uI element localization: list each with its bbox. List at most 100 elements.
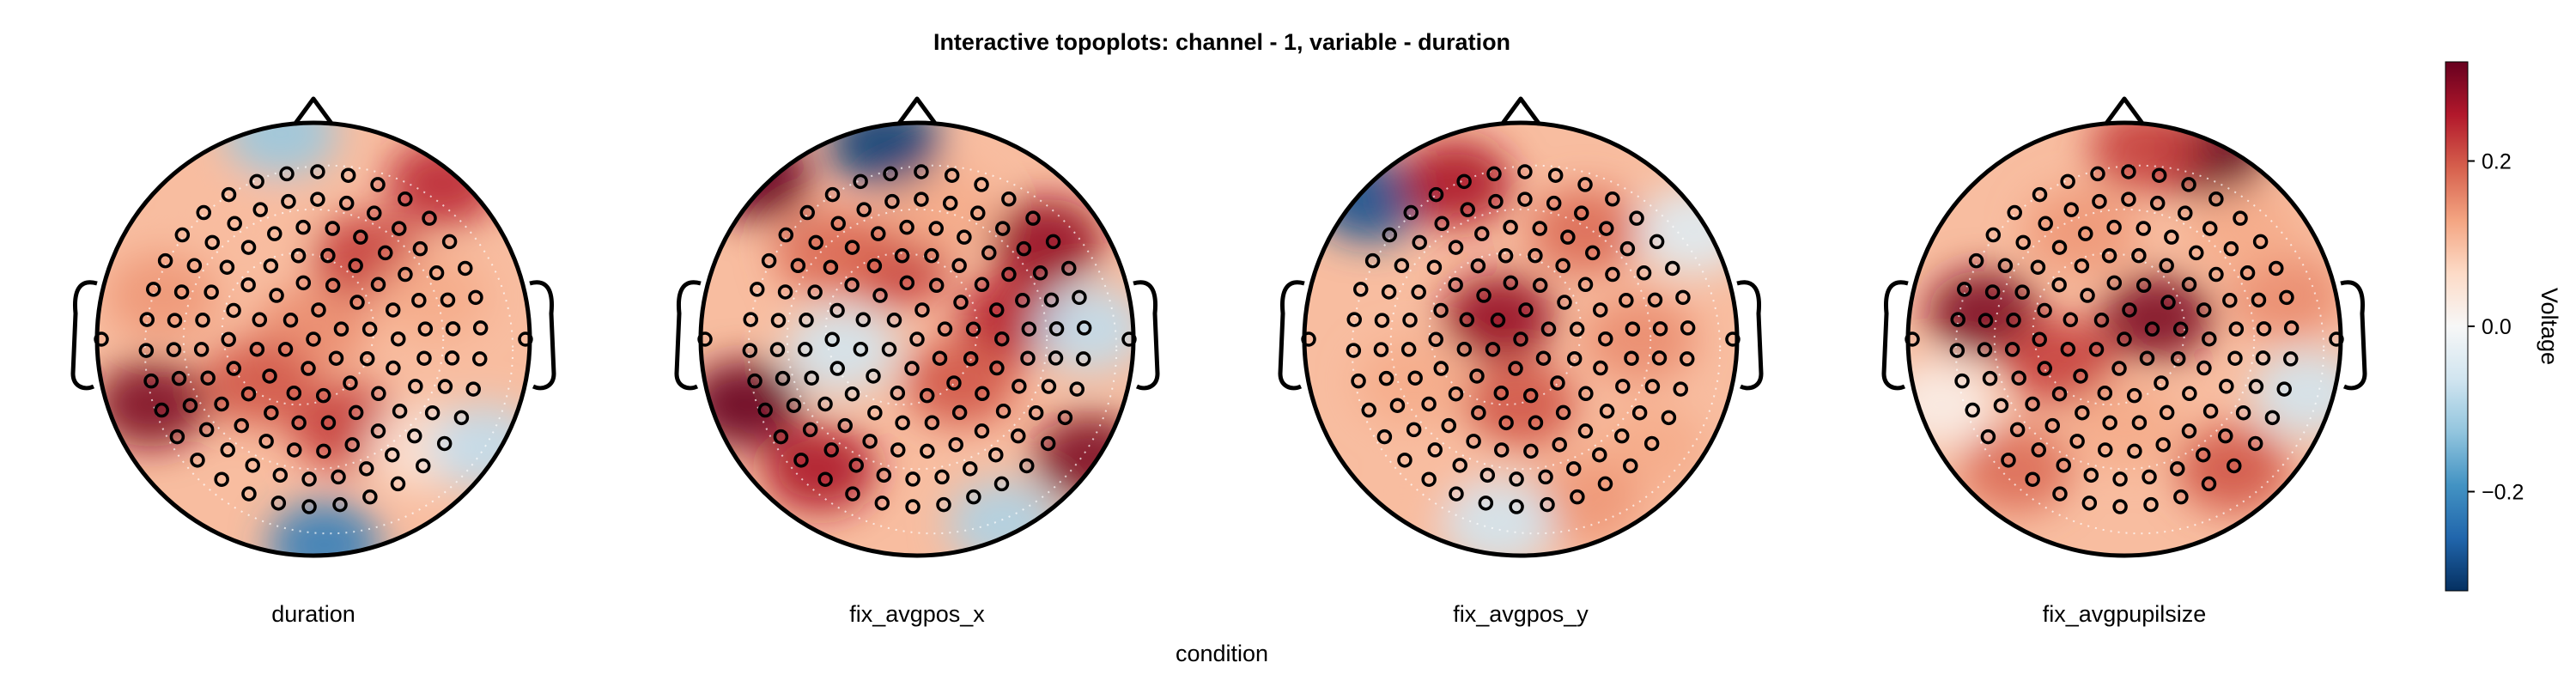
electrode-marker[interactable]	[436, 435, 453, 452]
electrode-marker[interactable]	[1614, 428, 1630, 444]
electrode-marker[interactable]	[1376, 429, 1393, 445]
electrode-marker[interactable]	[166, 342, 182, 357]
electrode-marker[interactable]	[966, 489, 981, 505]
electrode-marker[interactable]	[1592, 447, 1607, 463]
electrode-marker[interactable]	[1397, 453, 1413, 468]
electrode-marker[interactable]	[2126, 387, 2142, 404]
electrode-marker[interactable]	[437, 379, 453, 394]
electrode-marker[interactable]	[1498, 248, 1514, 264]
electrode-marker[interactable]	[1448, 240, 1464, 255]
electrode-marker[interactable]	[1460, 202, 1475, 217]
electrode-marker[interactable]	[2122, 302, 2137, 318]
electrode-marker[interactable]	[994, 331, 1010, 347]
electrode-marker[interactable]	[2159, 258, 2174, 274]
electrode-marker[interactable]	[2154, 375, 2169, 391]
electrode-marker[interactable]	[2009, 422, 2026, 438]
electrode-marker[interactable]	[905, 471, 920, 487]
electrode-marker[interactable]	[1643, 435, 1660, 452]
electrode-marker[interactable]	[1673, 381, 1688, 397]
electrode-marker[interactable]	[1412, 234, 1427, 251]
electrode-marker[interactable]	[1598, 331, 1613, 347]
electrode-marker[interactable]	[240, 240, 257, 255]
electrode-marker[interactable]	[1449, 486, 1464, 502]
electrode-marker[interactable]	[837, 417, 853, 434]
electrode-marker[interactable]	[320, 247, 336, 264]
electrode-marker[interactable]	[1069, 381, 1084, 397]
electrode-marker[interactable]	[2073, 368, 2088, 384]
electrode-marker[interactable]	[2052, 486, 2068, 502]
electrode-marker[interactable]	[2088, 342, 2105, 357]
electrode-marker[interactable]	[171, 370, 187, 386]
electrode-marker[interactable]	[2121, 164, 2136, 179]
electrode-marker[interactable]	[391, 331, 406, 347]
electrode-marker[interactable]	[2228, 321, 2245, 337]
electrode-marker[interactable]	[1982, 370, 1998, 386]
electrode-marker[interactable]	[1361, 402, 1376, 418]
electrode-marker[interactable]	[146, 282, 161, 297]
electrode-marker[interactable]	[390, 476, 406, 492]
electrode-marker[interactable]	[328, 350, 344, 366]
electrode-marker[interactable]	[1577, 277, 1594, 293]
electrode-marker[interactable]	[883, 166, 898, 182]
electrode-marker[interactable]	[747, 373, 762, 389]
electrode-marker[interactable]	[2139, 350, 2155, 366]
electrode-marker[interactable]	[1048, 350, 1064, 366]
electrode-marker[interactable]	[804, 370, 819, 386]
electrode-marker[interactable]	[924, 415, 940, 430]
electrode-marker[interactable]	[1680, 320, 1696, 336]
electrode-marker[interactable]	[2112, 499, 2128, 514]
electrode-marker[interactable]	[270, 495, 287, 511]
electrode-marker[interactable]	[2032, 331, 2047, 348]
electrode-marker[interactable]	[2037, 361, 2053, 376]
electrode-marker[interactable]	[2143, 496, 2159, 513]
electrode-marker[interactable]	[263, 258, 279, 274]
electrode-marker[interactable]	[2025, 396, 2040, 412]
electrode-marker[interactable]	[807, 284, 823, 300]
electrode-marker[interactable]	[2159, 404, 2175, 421]
electrode-marker[interactable]	[742, 343, 758, 358]
electrode-marker[interactable]	[824, 186, 841, 203]
electrode-marker[interactable]	[920, 443, 935, 459]
electrode-marker[interactable]	[823, 259, 839, 275]
electrode-marker[interactable]	[370, 277, 386, 293]
electrode-marker[interactable]	[934, 469, 950, 485]
electrode-marker[interactable]	[1644, 379, 1661, 394]
electrode-marker[interactable]	[1041, 379, 1057, 394]
electrode-marker[interactable]	[301, 471, 317, 487]
electrode-marker[interactable]	[2208, 266, 2224, 283]
electrode-marker[interactable]	[853, 173, 868, 190]
electrode-marker[interactable]	[2218, 428, 2233, 444]
electrode-marker[interactable]	[245, 458, 260, 473]
electrode-marker[interactable]	[2032, 186, 2048, 203]
electrode-marker[interactable]	[1488, 193, 1504, 210]
electrode-marker[interactable]	[1968, 252, 1984, 269]
electrode-marker[interactable]	[2170, 461, 2185, 477]
electrode-marker[interactable]	[287, 442, 302, 458]
electrode-marker[interactable]	[1478, 495, 1494, 511]
electrode-marker[interactable]	[2044, 417, 2060, 434]
electrode-marker[interactable]	[2078, 226, 2093, 241]
electrode-marker[interactable]	[1661, 410, 1677, 426]
electrode-marker[interactable]	[871, 226, 886, 241]
electrode-marker[interactable]	[1406, 422, 1422, 438]
electrode-marker[interactable]	[1557, 295, 1572, 310]
electrode-marker[interactable]	[1592, 302, 1608, 318]
electrode-marker[interactable]	[2182, 386, 2197, 402]
electrode-marker[interactable]	[2202, 404, 2219, 419]
electrode-marker[interactable]	[855, 312, 872, 328]
electrode-marker[interactable]	[799, 204, 815, 221]
electrode-marker[interactable]	[186, 258, 203, 274]
electrode-marker[interactable]	[1980, 429, 1996, 445]
electrode-marker[interactable]	[385, 447, 400, 463]
electrode-marker[interactable]	[1523, 443, 1539, 459]
electrode-marker[interactable]	[1476, 288, 1492, 303]
electrode-marker[interactable]	[2106, 219, 2122, 235]
electrode-marker[interactable]	[844, 277, 860, 293]
electrode-marker[interactable]	[320, 415, 337, 430]
electrode-marker[interactable]	[279, 166, 295, 182]
electrode-marker[interactable]	[440, 292, 456, 308]
electrode-marker[interactable]	[2111, 361, 2127, 376]
electrode-marker[interactable]	[981, 245, 997, 261]
electrode-marker[interactable]	[1538, 469, 1553, 485]
electrode-marker[interactable]	[1540, 321, 1557, 337]
